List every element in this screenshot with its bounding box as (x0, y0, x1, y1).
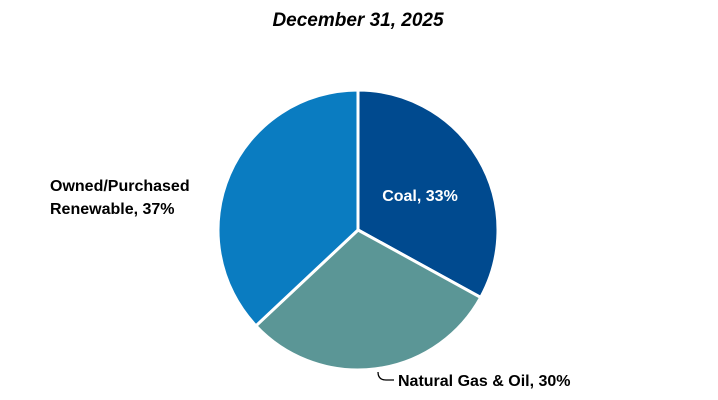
slice-label-natural-gas-oil: Natural Gas & Oil, 30% (398, 373, 571, 390)
pie-slices (216, 88, 500, 372)
pie-slice-coal (356, 88, 500, 299)
slice-label-coal: Coal, 33% (382, 188, 458, 205)
pie-slice-renewable (216, 88, 360, 328)
slice-label-renewable: Owned/Purchased Renewable, 37% (50, 178, 194, 218)
pie-slice-natural-gas-oil (254, 228, 483, 372)
leader-line-natural-gas (377, 371, 394, 381)
chart-title: December 31, 2025 (272, 10, 444, 31)
